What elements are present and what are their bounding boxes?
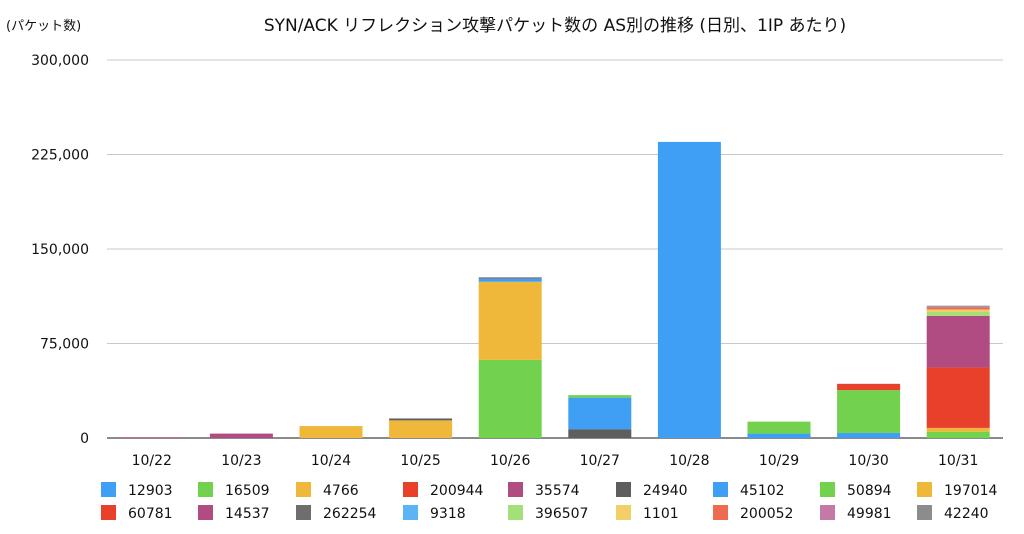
y-tick-label: 150,000 [31,242,89,258]
chart-title: SYN/ACK リフレクション攻撃パケット数の AS別の推移 (日別、1IP あ… [264,16,846,36]
bar-segment-45102 [837,432,901,438]
legend-swatch [713,505,728,520]
legend-swatch [198,482,213,497]
bar-segment-4766 [478,281,542,360]
y-axis-unit-label: (パケット数) [6,19,81,34]
legend-label: 16509 [225,483,270,499]
bar-segment-24940 [568,429,632,438]
bar-segment-42240 [926,305,990,307]
y-tick-label: 0 [80,431,89,447]
bar-segment-24940 [389,418,453,421]
bar-segment-200052 [926,307,990,310]
legend-label: 9318 [430,506,466,522]
legend-swatch [616,505,631,520]
legend-swatch [508,505,523,520]
x-tick-label: 10/24 [311,453,351,469]
bar-segment-49981 [926,306,990,308]
legend-swatch [198,505,213,520]
x-tick-label: 10/23 [221,453,261,469]
bar-segment-396507 [926,312,990,316]
bar-segment-50894 [747,421,811,434]
legend-label: 1101 [643,506,679,522]
bars [120,141,990,439]
bar-segment-4766 [299,426,363,438]
legend-label: 50894 [847,483,892,499]
legend-swatch [917,505,932,520]
x-tick-label: 10/22 [132,453,172,469]
y-tick-label: 225,000 [31,148,89,164]
y-tick-label: 300,000 [31,53,89,69]
x-tick-label: 10/26 [490,453,530,469]
legend-swatch [820,505,835,520]
legend-label: 60781 [128,506,173,522]
x-tick-label: 10/31 [938,453,978,469]
legend-swatch [296,505,311,520]
legend-label: 42240 [944,506,989,522]
legend-label: 45102 [740,483,785,499]
bar-segment-16509 [478,359,542,438]
legend-swatch [820,482,835,497]
x-tick-label: 10/29 [759,453,799,469]
bar-segment-45102 [478,278,542,282]
legend-swatch [101,505,116,520]
x-tick-label: 10/30 [848,453,888,469]
legend-swatch [508,482,523,497]
legend-label: 262254 [323,506,377,522]
legend: 12903 16509 4766 200944 35574 24940 45102 50894… [101,482,998,522]
bar-segment-50894 [926,431,990,438]
legend-swatch [917,482,932,497]
legend-swatch [296,482,311,497]
bar-segment-262254 [478,277,542,279]
legend-swatch [616,482,631,497]
bar-segment-45102 [747,433,811,438]
legend-swatch [101,482,116,497]
x-axis-ticks: 10/22 10/23 10/24 10/25 10/26 10/27 10/28 10/29… [132,453,979,469]
x-tick-label: 10/25 [400,453,440,469]
legend-swatch [403,482,418,497]
legend-label: 200944 [430,483,484,499]
gridlines [107,59,1003,439]
bar-segment-35574 [120,437,184,439]
legend-label: 12903 [128,483,173,499]
legend-swatch [713,482,728,497]
bar-segment-50894 [837,390,901,433]
y-tick-label: 75,000 [40,337,89,353]
bar-segment-35574 [209,433,273,438]
bar-segment-60781 [837,383,901,391]
y-axis-ticks: 0 75,000 150,000 225,000 300,000 [31,53,89,447]
bar-segment-1101 [926,309,990,312]
x-tick-label: 10/27 [580,453,620,469]
legend-label: 35574 [535,483,580,499]
legend-label: 49981 [847,506,892,522]
legend-swatch [403,505,418,520]
bar-segment-45102 [568,397,632,430]
bar-segment-50894 [568,395,632,398]
legend-label: 4766 [323,483,359,499]
bar-segment-197014 [926,427,990,432]
legend-label: 197014 [944,483,998,499]
bar-segment-14537 [926,315,990,368]
bar-segment-12903 [657,141,721,438]
bar-segment-60781 [926,367,990,428]
legend-label: 200052 [740,506,793,522]
bar-segment-4766 [389,420,453,438]
legend-label: 24940 [643,483,688,499]
legend-label: 14537 [225,506,270,522]
x-tick-label: 10/28 [669,453,709,469]
legend-label: 396507 [535,506,588,522]
